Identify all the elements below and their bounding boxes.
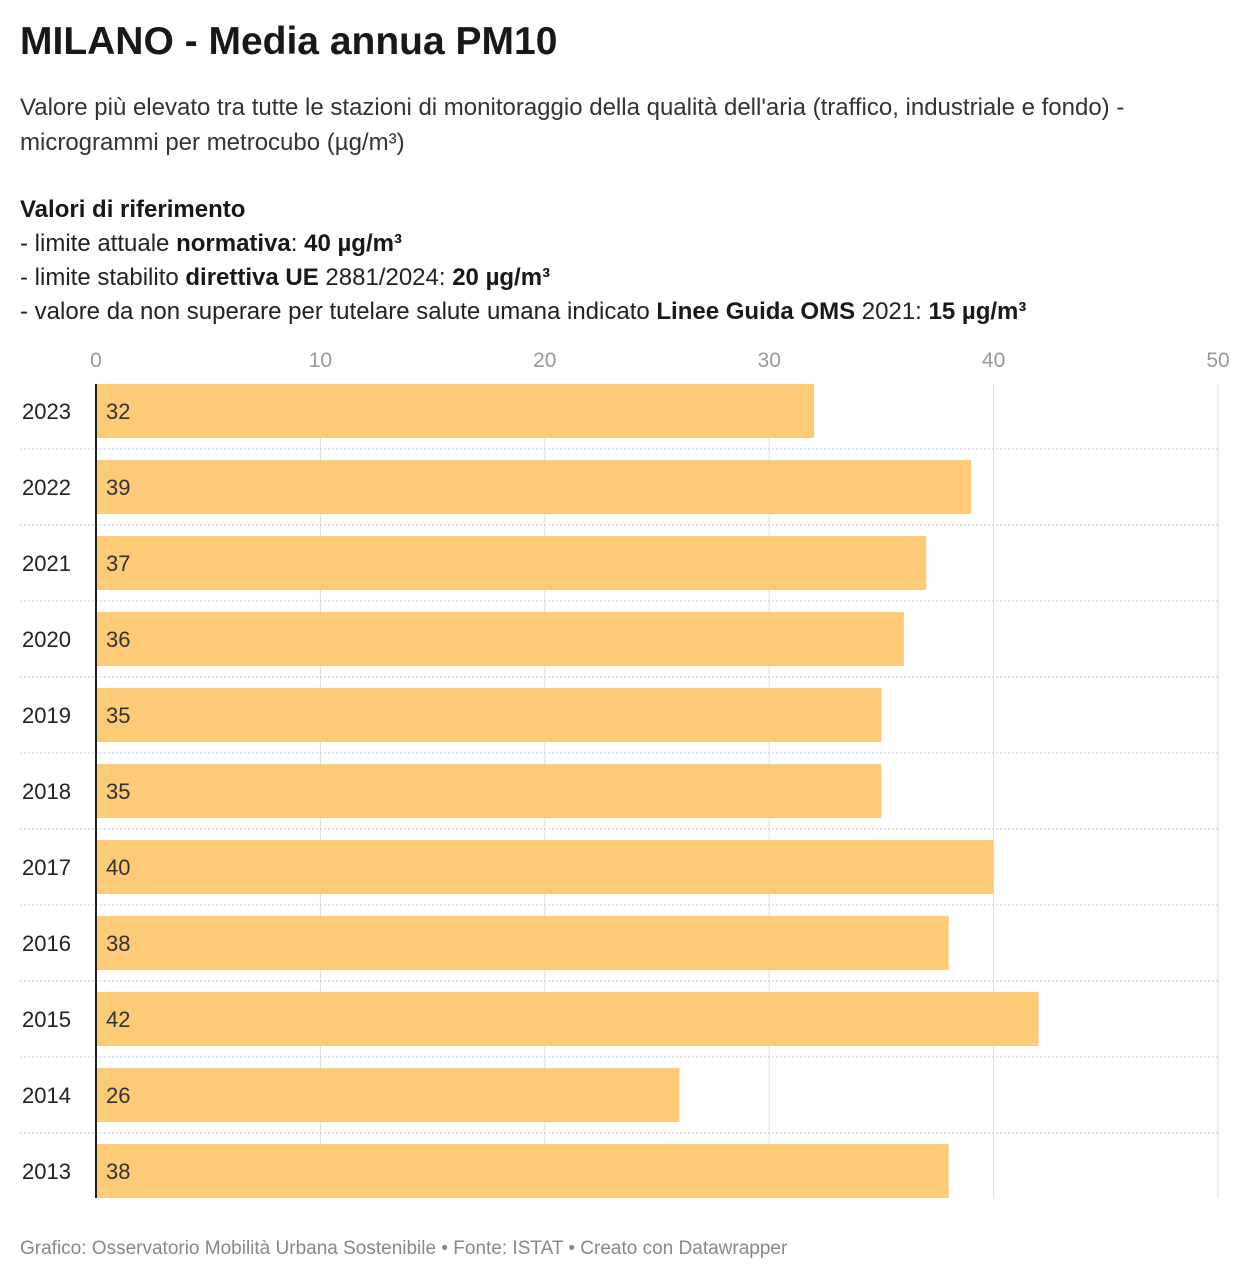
category-label: 2023 bbox=[22, 399, 71, 424]
bar bbox=[96, 1068, 680, 1122]
category-label: 2013 bbox=[22, 1159, 71, 1184]
x-tick-label: 10 bbox=[309, 349, 332, 372]
bar bbox=[96, 384, 815, 438]
chart-footer: Grafico: Osservatorio Mobilità Urbana So… bbox=[20, 1238, 788, 1259]
data-label: 39 bbox=[106, 475, 130, 500]
chart-subtitle: Valore più elevato tra tutte le stazioni… bbox=[20, 94, 1125, 156]
data-label: 37 bbox=[106, 551, 130, 576]
reference-line-value: 15 µg/m³ bbox=[928, 298, 1027, 325]
bar bbox=[96, 916, 949, 970]
reference-line-text: - limite attuale bbox=[20, 230, 177, 257]
category-label: 2021 bbox=[22, 551, 71, 576]
bar bbox=[96, 992, 1039, 1046]
bar bbox=[96, 612, 904, 666]
data-label: 36 bbox=[106, 627, 130, 652]
reference-line-direttiva-ue: - limite stabilito direttiva UE 2881/202… bbox=[20, 261, 1026, 295]
reference-line-text: - limite stabilito bbox=[20, 264, 186, 291]
category-label: 2018 bbox=[22, 779, 71, 804]
data-label: 38 bbox=[106, 931, 130, 956]
bar bbox=[96, 1144, 949, 1198]
category-label: 2015 bbox=[22, 1007, 71, 1032]
data-label: 42 bbox=[106, 1007, 130, 1032]
x-tick-label: 20 bbox=[533, 349, 556, 372]
x-tick-label: 50 bbox=[1206, 349, 1229, 372]
reference-line-text: - valore da non superare per tutelare sa… bbox=[20, 298, 657, 325]
bar bbox=[96, 840, 994, 894]
data-label: 35 bbox=[106, 779, 130, 804]
reference-line-oms: - valore da non superare per tutelare sa… bbox=[20, 295, 1026, 329]
category-label: 2022 bbox=[22, 475, 71, 500]
bar bbox=[96, 536, 927, 590]
x-tick-label: 40 bbox=[982, 349, 1005, 372]
category-label: 2016 bbox=[22, 931, 71, 956]
reference-heading: Valori di riferimento bbox=[20, 196, 246, 223]
data-label: 26 bbox=[106, 1083, 130, 1108]
x-tick-label: 0 bbox=[90, 349, 102, 372]
data-label: 40 bbox=[106, 855, 130, 880]
chart-title: MILANO - Media annua PM10 bbox=[20, 20, 558, 63]
reference-line-text: : bbox=[290, 230, 305, 257]
bar bbox=[96, 764, 882, 818]
bar bbox=[96, 460, 972, 514]
category-label: 2017 bbox=[22, 855, 71, 880]
x-tick-label: 30 bbox=[758, 349, 781, 372]
data-label: 32 bbox=[106, 399, 130, 424]
reference-line-bold: direttiva UE bbox=[185, 264, 319, 291]
category-label: 2014 bbox=[22, 1083, 71, 1108]
reference-line-text: 2021: bbox=[855, 298, 929, 325]
bar-chart: 0 10 20 30 40 50 2023 32 2022 39 2021 37 2020 36 2019 3… bbox=[20, 349, 1230, 1198]
reference-line-bold: Linee Guida OMS bbox=[656, 298, 856, 325]
reference-line-normativa: - limite attuale normativa: 40 µg/m³ bbox=[20, 227, 1026, 261]
reference-line-bold: normativa bbox=[176, 230, 291, 257]
bar bbox=[96, 688, 882, 742]
data-label: 35 bbox=[106, 703, 130, 728]
data-label: 38 bbox=[106, 1159, 130, 1184]
reference-line-text: 2881/2024: bbox=[318, 264, 453, 291]
category-label: 2019 bbox=[22, 703, 71, 728]
category-label: 2020 bbox=[22, 627, 71, 652]
reference-values: Valori di riferimento - limite attuale n… bbox=[20, 193, 1026, 329]
reference-line-value: 20 µg/m³ bbox=[452, 264, 551, 291]
reference-line-value: 40 µg/m³ bbox=[304, 230, 402, 257]
